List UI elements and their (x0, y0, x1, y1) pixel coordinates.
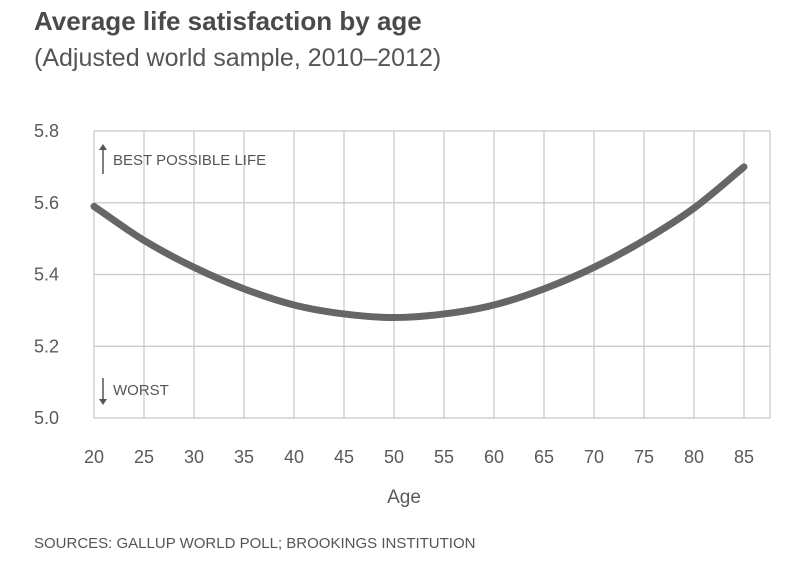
y-tick-label: 5.2 (34, 336, 59, 356)
worst-arrowhead-icon (99, 399, 107, 405)
y-axis-ticks: 5.0 5.2 5.4 5.6 5.8 (34, 121, 59, 428)
annotation-worst: WORST (113, 382, 169, 399)
annotations: BEST POSSIBLE LIFE WORST (99, 144, 266, 405)
x-tick-label: 80 (684, 447, 704, 467)
x-tick-label: 40 (284, 447, 304, 467)
x-tick-label: 50 (384, 447, 404, 467)
chart-subtitle: (Adjusted world sample, 2010–2012) (34, 44, 442, 72)
x-tick-label: 75 (634, 447, 654, 467)
y-tick-label: 5.4 (34, 265, 59, 285)
x-tick-label: 55 (434, 447, 454, 467)
x-tick-label: 60 (484, 447, 504, 467)
x-tick-label: 30 (184, 447, 204, 467)
x-axis-title: Age (387, 487, 421, 508)
x-tick-label: 70 (584, 447, 604, 467)
best-arrowhead-icon (99, 144, 107, 150)
y-tick-label: 5.6 (34, 193, 59, 213)
x-tick-label: 45 (334, 447, 354, 467)
chart-title: Average life satisfaction by age (34, 6, 422, 36)
source-note: SOURCES: GALLUP WORLD POLL; BROOKINGS IN… (34, 535, 476, 552)
series (90, 163, 748, 322)
x-tick-label: 65 (534, 447, 554, 467)
series-line (90, 163, 748, 322)
grid (93, 130, 771, 419)
y-tick-label: 5.8 (34, 121, 59, 141)
x-tick-label: 25 (134, 447, 154, 467)
x-axis-ticks: 20 25 30 35 40 45 50 55 60 65 70 75 80 85 (84, 447, 754, 467)
annotation-best: BEST POSSIBLE LIFE (113, 152, 266, 169)
x-tick-label: 35 (234, 447, 254, 467)
y-tick-label: 5.0 (34, 408, 59, 428)
x-tick-label: 85 (734, 447, 754, 467)
x-tick-label: 20 (84, 447, 104, 467)
